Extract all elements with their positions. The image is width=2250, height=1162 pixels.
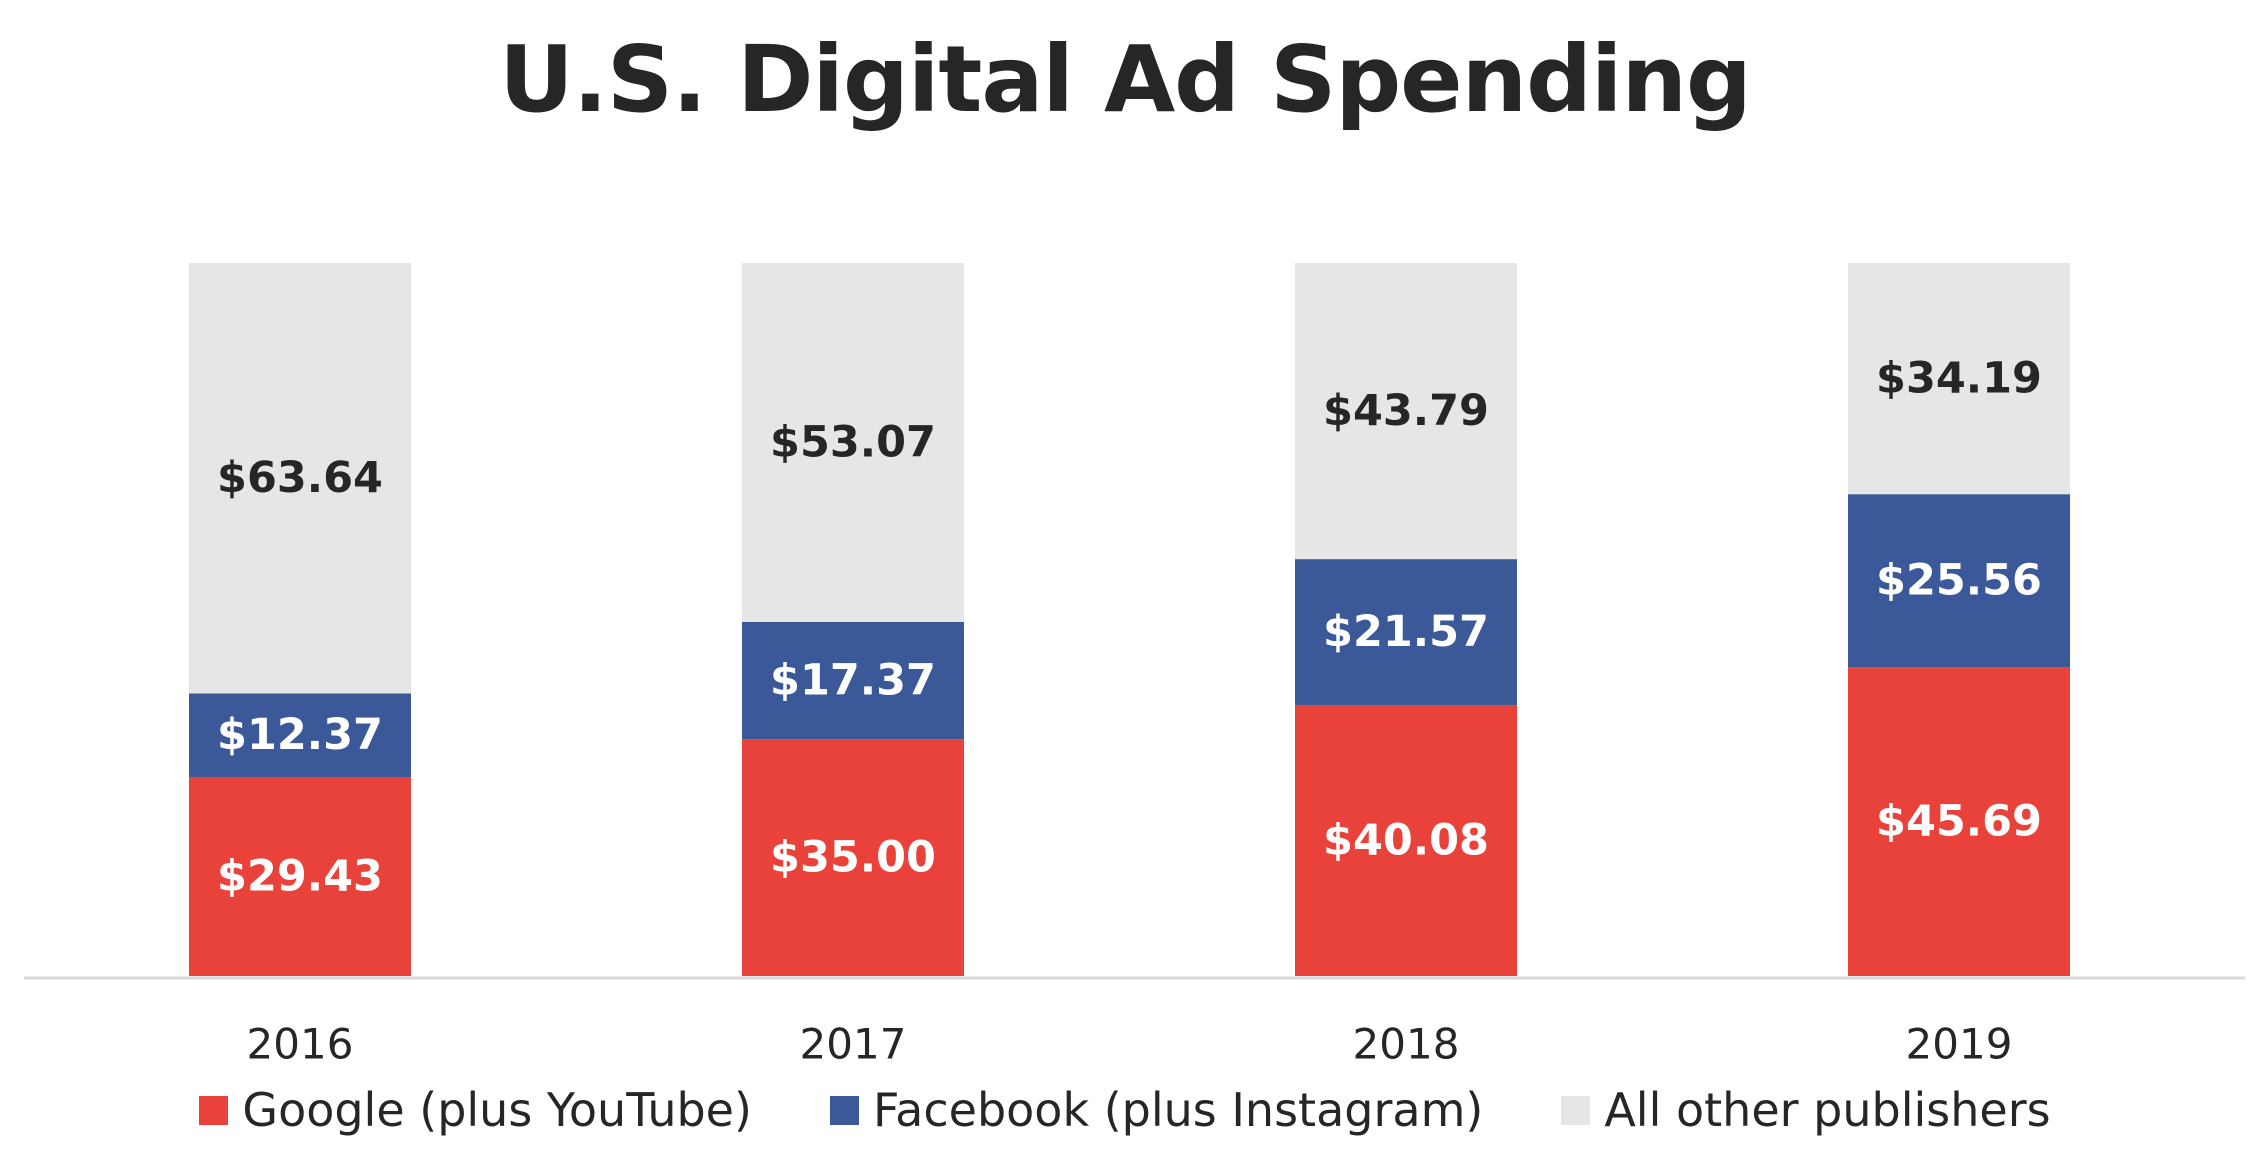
x-tick-label-2019: 2019: [1906, 1020, 2013, 1069]
bar-facebook-2018: [1295, 559, 1517, 705]
bar-other-2016: [189, 263, 411, 694]
chart-title: U.S. Digital Ad Spending: [499, 26, 1752, 133]
data-label-facebook-2016: $12.37: [217, 710, 383, 760]
legend-item-facebook: Facebook (plus Instagram): [829, 1080, 1484, 1140]
bar-other-2017: [742, 263, 964, 622]
bar-google-2019: [1848, 667, 2070, 976]
data-label-facebook-2019: $25.56: [1876, 556, 2042, 606]
legend-swatch-other: [1561, 1095, 1591, 1125]
legend-label-other: All other publishers: [1604, 1083, 2051, 1137]
data-label-google-2018: $40.08: [1323, 815, 1489, 865]
data-label-google-2016: $29.43: [217, 851, 383, 901]
bar-facebook-2016: [189, 693, 411, 777]
data-label-google-2019: $45.69: [1876, 797, 2042, 847]
data-label-google-2017: $35.00: [770, 833, 936, 883]
x-tick-label-2016: 2016: [247, 1020, 354, 1069]
data-label-facebook-2017: $17.37: [770, 656, 936, 706]
data-label-other-2016: $63.64: [217, 453, 383, 503]
bars-layer: [189, 263, 2070, 976]
bar-other-2018: [1295, 263, 1517, 560]
data-labels-layer: $29.43 $12.37 $63.64 $35.00 $17.37 $53.07 $40.…: [217, 354, 2042, 902]
legend-item-other: All other publishers: [1561, 1080, 2051, 1140]
x-tick-label-2018: 2018: [1353, 1020, 1460, 1069]
bar-google-2018: [1295, 704, 1517, 976]
bar-facebook-2019: [1848, 494, 2070, 668]
bar-facebook-2017: [742, 621, 964, 740]
legend-swatch-facebook: [829, 1095, 859, 1125]
legend-swatch-google: [199, 1095, 229, 1125]
legend: Google (plus YouTube) Facebook (plus Ins…: [0, 1080, 2250, 1140]
legend-item-google: Google (plus YouTube): [199, 1080, 752, 1140]
bar-google-2016: [189, 776, 411, 976]
legend-label-google: Google (plus YouTube): [242, 1083, 752, 1137]
x-tick-label-2017: 2017: [800, 1020, 907, 1069]
data-label-other-2019: $34.19: [1876, 354, 2042, 404]
legend-label-facebook: Facebook (plus Instagram): [872, 1083, 1484, 1137]
bar-google-2017: [742, 739, 964, 976]
x-tick-labels-layer: 2016 2017 2018 2019: [247, 1020, 2013, 1069]
data-label-other-2017: $53.07: [770, 417, 936, 467]
bar-other-2019: [1848, 263, 2070, 495]
data-label-other-2018: $43.79: [1323, 386, 1489, 436]
data-label-facebook-2018: $21.57: [1323, 607, 1489, 657]
